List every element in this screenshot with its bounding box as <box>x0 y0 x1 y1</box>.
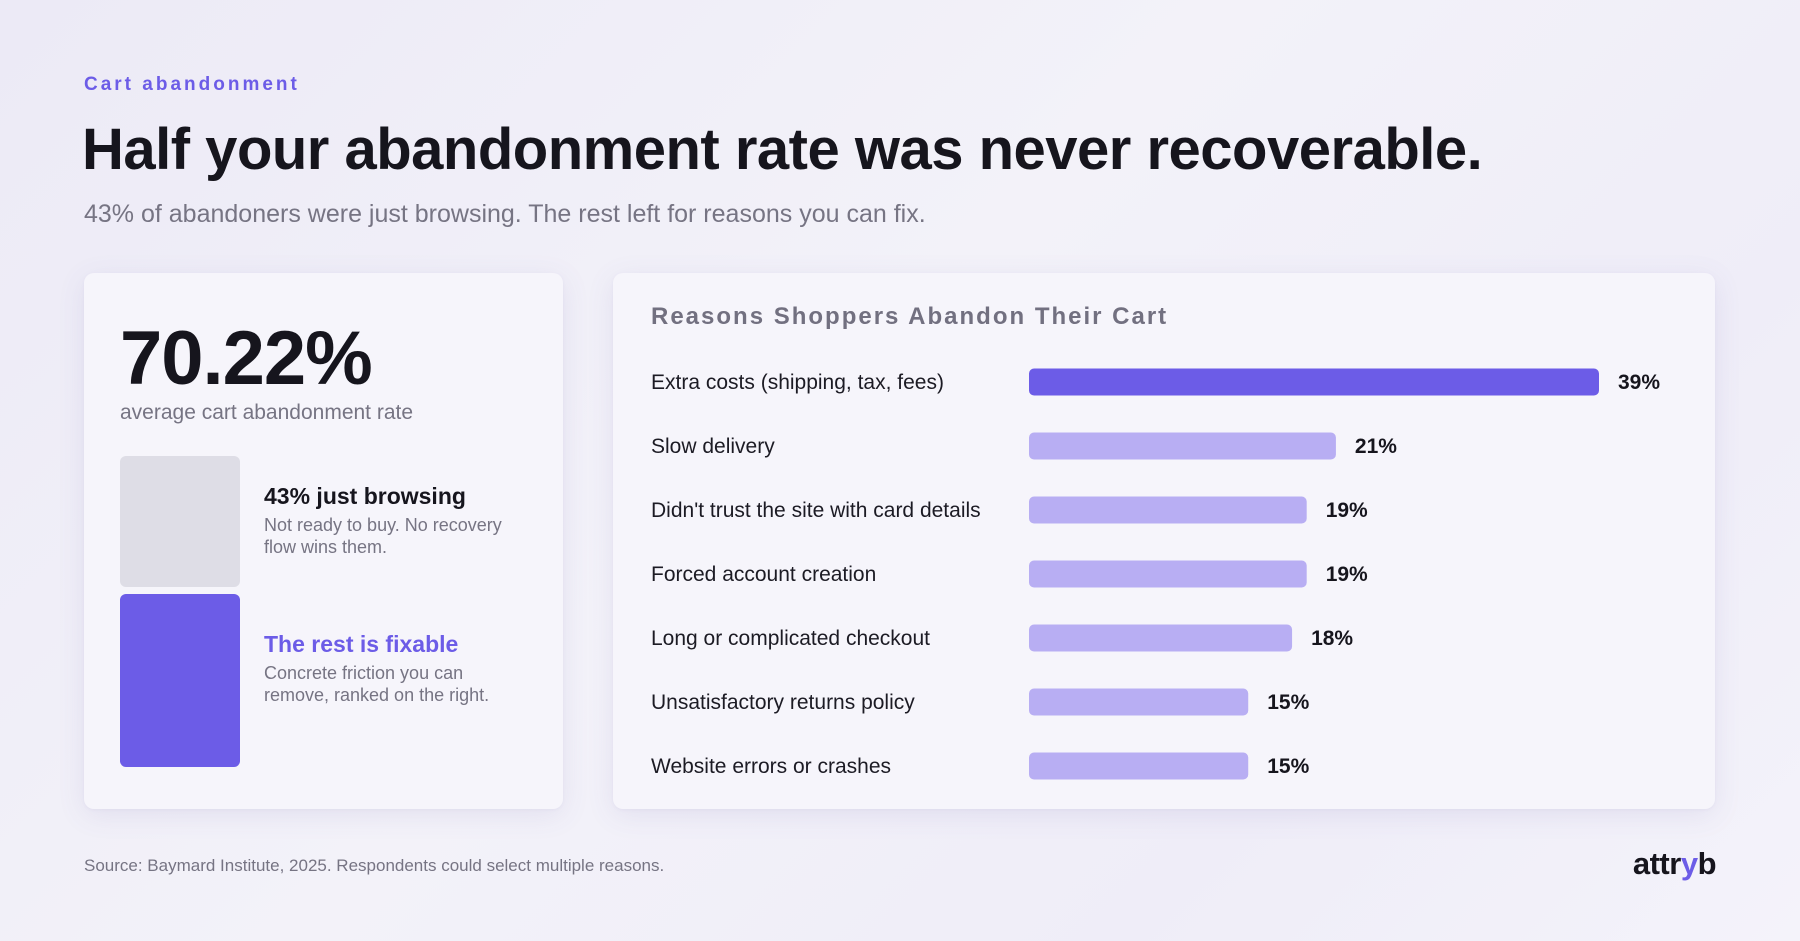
value-label-extra-costs-shipping-tax-fees: 39% <box>1618 371 1660 394</box>
bar-long-or-complicated-checkout <box>1029 624 1293 652</box>
abandonment-rate-caption: average cart abandonment rate <box>120 401 414 424</box>
bar-slow-delivery <box>1029 432 1336 460</box>
abandonment-rate-value: 70.22% <box>120 316 373 401</box>
value-label-unsatisfactory-returns-policy: 15% <box>1267 691 1309 714</box>
bar-didn-t-trust-the-site-with-card-details <box>1029 496 1307 524</box>
fixable-segment-description: Concrete friction you can remove, ranked… <box>264 663 490 705</box>
browsing-segment-description: Not ready to buy. No recovery flow wins … <box>264 515 502 557</box>
page-title: Half your abandonment rate was never rec… <box>82 117 1483 182</box>
brand-logo: attryb <box>1632 846 1717 882</box>
category-label-forced-account-creation: Forced account creation <box>651 563 876 586</box>
value-label-forced-account-creation: 19% <box>1326 563 1368 586</box>
logo-text-prefix: attr <box>1632 846 1681 881</box>
reasons-bar-chart: Extra costs (shipping, tax, fees) 39% Slow… <box>651 368 1660 780</box>
bar-website-errors-or-crashes <box>1029 752 1249 780</box>
value-label-slow-delivery: 21% <box>1355 435 1397 458</box>
logo-text-accent: y <box>1680 846 1698 881</box>
category-label-long-or-complicated-checkout: Long or complicated checkout <box>651 627 930 650</box>
eyebrow-label: Cart abandonment <box>84 74 300 95</box>
fixable-segment-title: The rest is fixable <box>264 631 459 657</box>
category-label-website-errors-or-crashes: Website errors or crashes <box>651 755 891 778</box>
chart-title: Reasons Shoppers Abandon Their Cart <box>651 303 1169 330</box>
value-label-didn-t-trust-the-site-with-card-details: 19% <box>1326 499 1368 522</box>
fixable-segment-block <box>120 594 240 767</box>
reasons-chart-card: Reasons Shoppers Abandon Their Cart Extr… <box>613 273 1715 809</box>
source-note: Source: Baymard Institute, 2025. Respond… <box>84 856 665 875</box>
page-subtitle: 43% of abandoners were just browsing. Th… <box>84 200 926 228</box>
logo-text-suffix: b <box>1697 846 1717 881</box>
category-label-didn-t-trust-the-site-with-card-details: Didn't trust the site with card details <box>651 499 981 522</box>
value-label-long-or-complicated-checkout: 18% <box>1311 627 1353 650</box>
browsing-segment-title: 43% just browsing <box>264 483 466 509</box>
category-label-extra-costs-shipping-tax-fees: Extra costs (shipping, tax, fees) <box>651 371 944 394</box>
bar-forced-account-creation <box>1029 560 1307 588</box>
category-label-slow-delivery: Slow delivery <box>651 435 775 458</box>
category-label-unsatisfactory-returns-policy: Unsatisfactory returns policy <box>651 691 915 714</box>
bar-extra-costs-shipping-tax-fees <box>1029 368 1599 396</box>
summary-card: 70.22% average cart abandonment rate 43%… <box>84 273 563 809</box>
value-label-website-errors-or-crashes: 15% <box>1267 755 1309 778</box>
browsing-segment-block <box>120 456 240 587</box>
bar-unsatisfactory-returns-policy <box>1029 688 1249 716</box>
